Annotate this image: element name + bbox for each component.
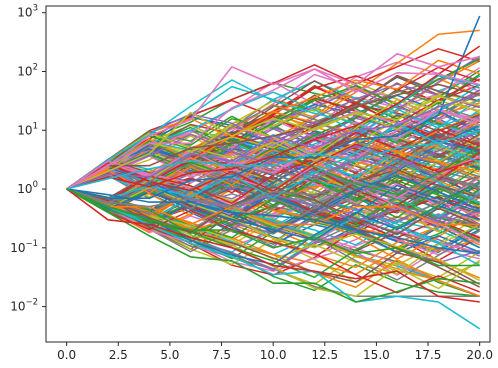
- x-tick-label: 0.0: [57, 348, 76, 362]
- y-tick-label: 101: [17, 121, 38, 137]
- x-tick-label: 12.5: [311, 348, 338, 362]
- series-line: [66, 104, 480, 205]
- series-line: [66, 188, 480, 226]
- y-axis: 10−2 10−1 100 101 102 103: [10, 4, 46, 314]
- series-line: [66, 68, 480, 190]
- series-layer: [66, 15, 481, 330]
- series-line: [66, 188, 481, 330]
- series-line: [66, 188, 480, 255]
- series-line: [66, 188, 480, 303]
- series-line: [66, 186, 480, 235]
- series-line: [66, 129, 480, 190]
- series-line: [66, 45, 481, 190]
- series-line: [66, 59, 480, 190]
- y-tick-label: 10−1: [10, 239, 38, 255]
- x-tick-label: 5.0: [160, 348, 179, 362]
- y-tick-label: 103: [17, 4, 38, 20]
- series-line: [66, 94, 481, 190]
- y-tick-label: 100: [17, 180, 38, 196]
- series-line: [66, 187, 480, 254]
- series-line: [66, 188, 481, 285]
- series-line: [66, 99, 480, 204]
- x-tick-label: 10.0: [260, 348, 287, 362]
- x-tick-label: 15.0: [363, 348, 390, 362]
- series-line: [66, 186, 481, 282]
- series-line: [66, 188, 480, 267]
- y-tick-label: 102: [17, 62, 38, 78]
- x-axis: 0.0 2.5 5.0 7.5 10.0 12.5 15.0 17.5 20.0: [57, 342, 493, 362]
- plot-frame: [45, 5, 491, 343]
- series-line: [66, 129, 481, 190]
- series-line: [66, 163, 481, 222]
- x-tick-label: 20.0: [466, 348, 493, 362]
- series-line: [66, 179, 480, 208]
- x-tick-label: 17.5: [415, 348, 442, 362]
- series-line: [66, 53, 480, 190]
- series-line: [66, 122, 481, 200]
- series-line: [66, 188, 480, 303]
- x-tick-label: 7.5: [212, 348, 231, 362]
- series-line: [66, 94, 480, 190]
- y-tick-label: 10−2: [10, 298, 38, 314]
- series-line: [66, 128, 480, 205]
- x-tick-label: 2.5: [109, 348, 128, 362]
